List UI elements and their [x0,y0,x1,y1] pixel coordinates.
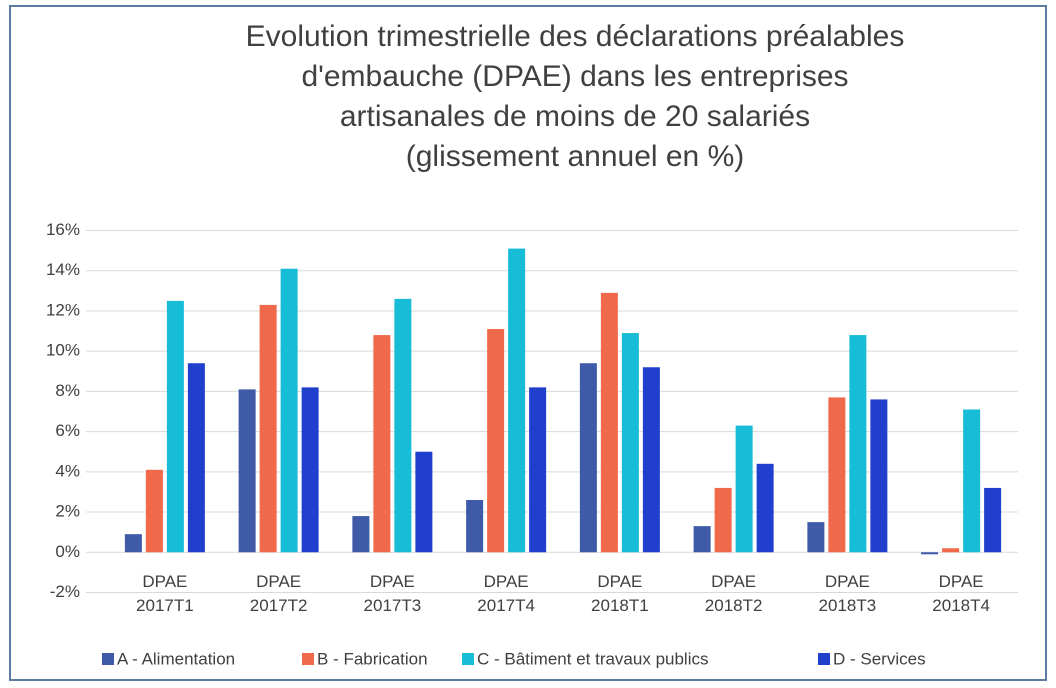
bar [166,300,184,553]
bar [807,522,825,553]
bar [529,387,547,553]
bar [373,335,391,553]
y-tick-label: 10% [46,341,80,360]
x-tick-label-line: DPAE [484,572,529,591]
bar [756,463,774,553]
x-tick-label-line: DPAE [142,572,187,591]
bar [187,363,205,553]
legend-swatch [462,653,474,665]
x-tick-label: DPAE 2017T2 [250,572,308,615]
legend-swatch [102,653,114,665]
x-tick-label: DPAE 2018T1 [591,572,649,615]
x-tick-label: DPAE 2018T4 [932,572,990,615]
chart-title: artisanales de moins de 20 salariés [340,100,810,133]
y-tick-label: 6% [55,421,80,440]
bar [124,534,142,553]
x-tick-label-line: 2017T4 [477,596,535,615]
legend-swatch [302,653,314,665]
legend-label: C - Bâtiment et travaux publics [477,649,708,668]
legend-label: B - Fabrication [317,649,428,668]
x-tick-label: DPAE 2018T2 [705,572,763,615]
x-tick-label-line: DPAE [825,572,870,591]
bar [145,469,163,553]
bar [942,548,960,553]
x-tick-label: DPAE 2018T3 [819,572,877,615]
y-tick-label: -2% [50,582,80,601]
chart-title: Evolution trimestrielle des déclarations… [246,20,905,53]
x-tick-label-line: DPAE [256,572,301,591]
bar [238,389,256,553]
y-tick-label: 2% [55,502,80,521]
bar [984,487,1002,553]
bar [735,425,753,553]
x-tick-label-line: DPAE [711,572,756,591]
bar [870,399,888,553]
x-tick-label-line: 2018T3 [819,596,877,615]
bar [714,487,732,553]
bar [963,409,981,553]
bar [600,292,618,553]
bar [487,329,505,553]
chart-title: (glissement annuel en %) [406,140,745,173]
bar [921,552,939,555]
bar [259,304,277,553]
x-tick-label-line: 2018T4 [932,596,990,615]
x-tick-label-line: DPAE [939,572,984,591]
bar [508,248,526,553]
bar [849,335,867,553]
x-tick-label: DPAE 2017T3 [364,572,422,615]
x-tick-label: DPAE 2017T1 [136,572,194,615]
legend-swatch [818,653,830,665]
x-tick-label-line: 2017T1 [136,596,194,615]
y-tick-label: 12% [46,300,80,319]
bar [280,268,298,553]
x-tick-label-line: 2017T2 [250,596,308,615]
x-tick-label-line: DPAE [597,572,642,591]
bar [466,499,484,553]
y-tick-label: 14% [46,260,80,279]
y-tick-label: 4% [55,461,80,480]
bar [301,387,319,553]
y-tick-label: 16% [46,220,80,239]
legend-label: A - Alimentation [117,649,235,668]
chart-title: d'embauche (DPAE) dans les entreprises [301,60,848,93]
bar [621,333,639,553]
legend-label: D - Services [833,649,926,668]
bar [579,363,597,553]
x-tick-label-line: DPAE [370,572,415,591]
x-tick-label-line: 2018T2 [705,596,763,615]
bar [642,367,660,553]
bar [394,298,412,553]
bar [415,451,433,553]
x-tick-label-line: 2017T3 [364,596,422,615]
y-tick-label: 0% [55,542,80,561]
x-tick-label-line: 2018T1 [591,596,649,615]
bar [693,526,711,553]
x-tick-label: DPAE 2017T4 [477,572,535,615]
y-tick-label: 8% [55,381,80,400]
bar [828,397,846,553]
bar [352,516,370,553]
